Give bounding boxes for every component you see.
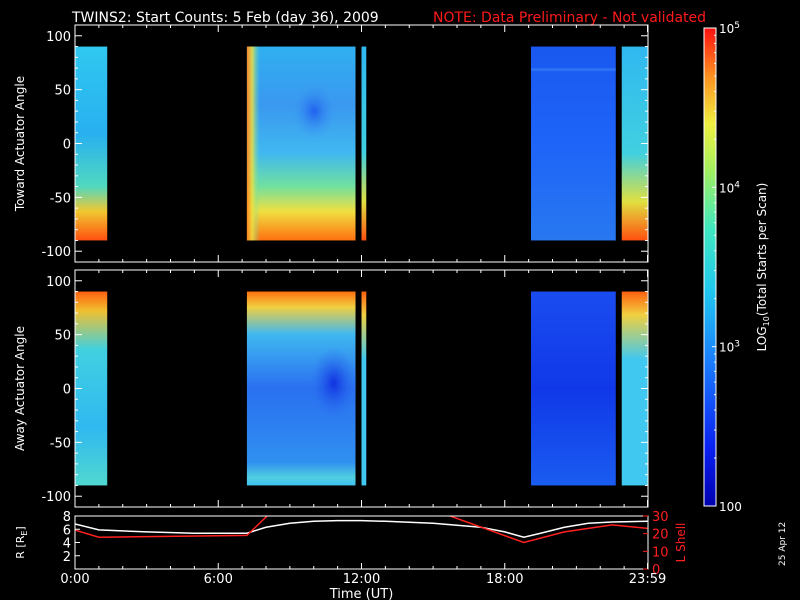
right-y-axis-label: L Shell [674, 523, 688, 563]
heatmap-segment [531, 291, 616, 486]
chart-title: TWINS2: Start Counts: 5 Feb (day 36), 20… [71, 10, 379, 26]
colorbar-frame [703, 27, 717, 507]
heatmap-edge [246, 46, 356, 241]
x-axis-label: Time (UT) [329, 587, 394, 600]
x-tick-label: 6:00 [204, 572, 233, 587]
y-axis-label: R [RE] [14, 526, 29, 558]
colorbar-tick-label: 104 [719, 180, 740, 195]
l-shell-line [75, 516, 648, 544]
away-panel: 100 50 0 -50 -100 Away Actuator Angle [13, 269, 649, 508]
date-stamp: 25 Apr 12 [778, 522, 788, 566]
colorbar-label: LOG10(Total Starts per Scan) [755, 183, 771, 352]
y-tick-label: -100 [41, 490, 71, 505]
y-tick-label: 0 [63, 383, 71, 398]
x-tick-label: 23:59 [629, 572, 666, 587]
y-tick-label: -100 [41, 245, 71, 260]
y-tick-label: -50 [50, 436, 71, 451]
y-tick-label: 100 [46, 30, 71, 45]
x-tick-label: 12:00 [343, 572, 380, 587]
y-axis-label: Away Actuator Angle [13, 326, 27, 451]
y-tick-label: 50 [54, 329, 71, 344]
y-tick-label: -50 [50, 191, 71, 206]
heatmap-feature [292, 83, 337, 140]
y-tick-label: 100 [46, 275, 71, 290]
y-tick-label: 0 [63, 138, 71, 153]
y-axis-label: Toward Actuator Angle [13, 76, 27, 212]
right-y-tick-label: 20 [652, 528, 669, 543]
heatmap-segment [531, 46, 616, 241]
r-distance-line [75, 519, 648, 538]
y-tick-label: 50 [54, 84, 71, 99]
y-tick-label: 2 [63, 550, 71, 565]
heatmap-feature [309, 347, 358, 420]
colorbar-tick-label: 103 [719, 340, 740, 355]
toward-panel: 100 50 0 -50 -100 Toward Actuator Angle [13, 24, 649, 263]
y-tick-label: 6 [63, 523, 71, 538]
right-y-tick-label: 10 [652, 545, 669, 560]
y-tick-label: 4 [63, 537, 71, 552]
heatmap-segment [361, 46, 367, 241]
x-tick-label: 18:00 [486, 572, 523, 587]
plot-frame [74, 515, 649, 570]
right-y-tick-label: 0 [652, 563, 660, 578]
colorbar-tick-label: 105 [719, 21, 740, 36]
x-tick-label: 0:00 [60, 572, 89, 587]
colorbar-panel: 100 103 104 105 LOG10(Total Starts per Scan) [703, 21, 771, 514]
right-y-tick-label: 30 [652, 510, 669, 525]
y-tick-label: 8 [63, 510, 71, 525]
colorbar-gradient [704, 28, 716, 506]
colorbar-tick-label: 100 [719, 500, 742, 514]
heatmap-segment [361, 291, 367, 486]
heatmap-band [531, 68, 616, 72]
preliminary-note: NOTE: Data Preliminary - Not validated [433, 10, 706, 26]
